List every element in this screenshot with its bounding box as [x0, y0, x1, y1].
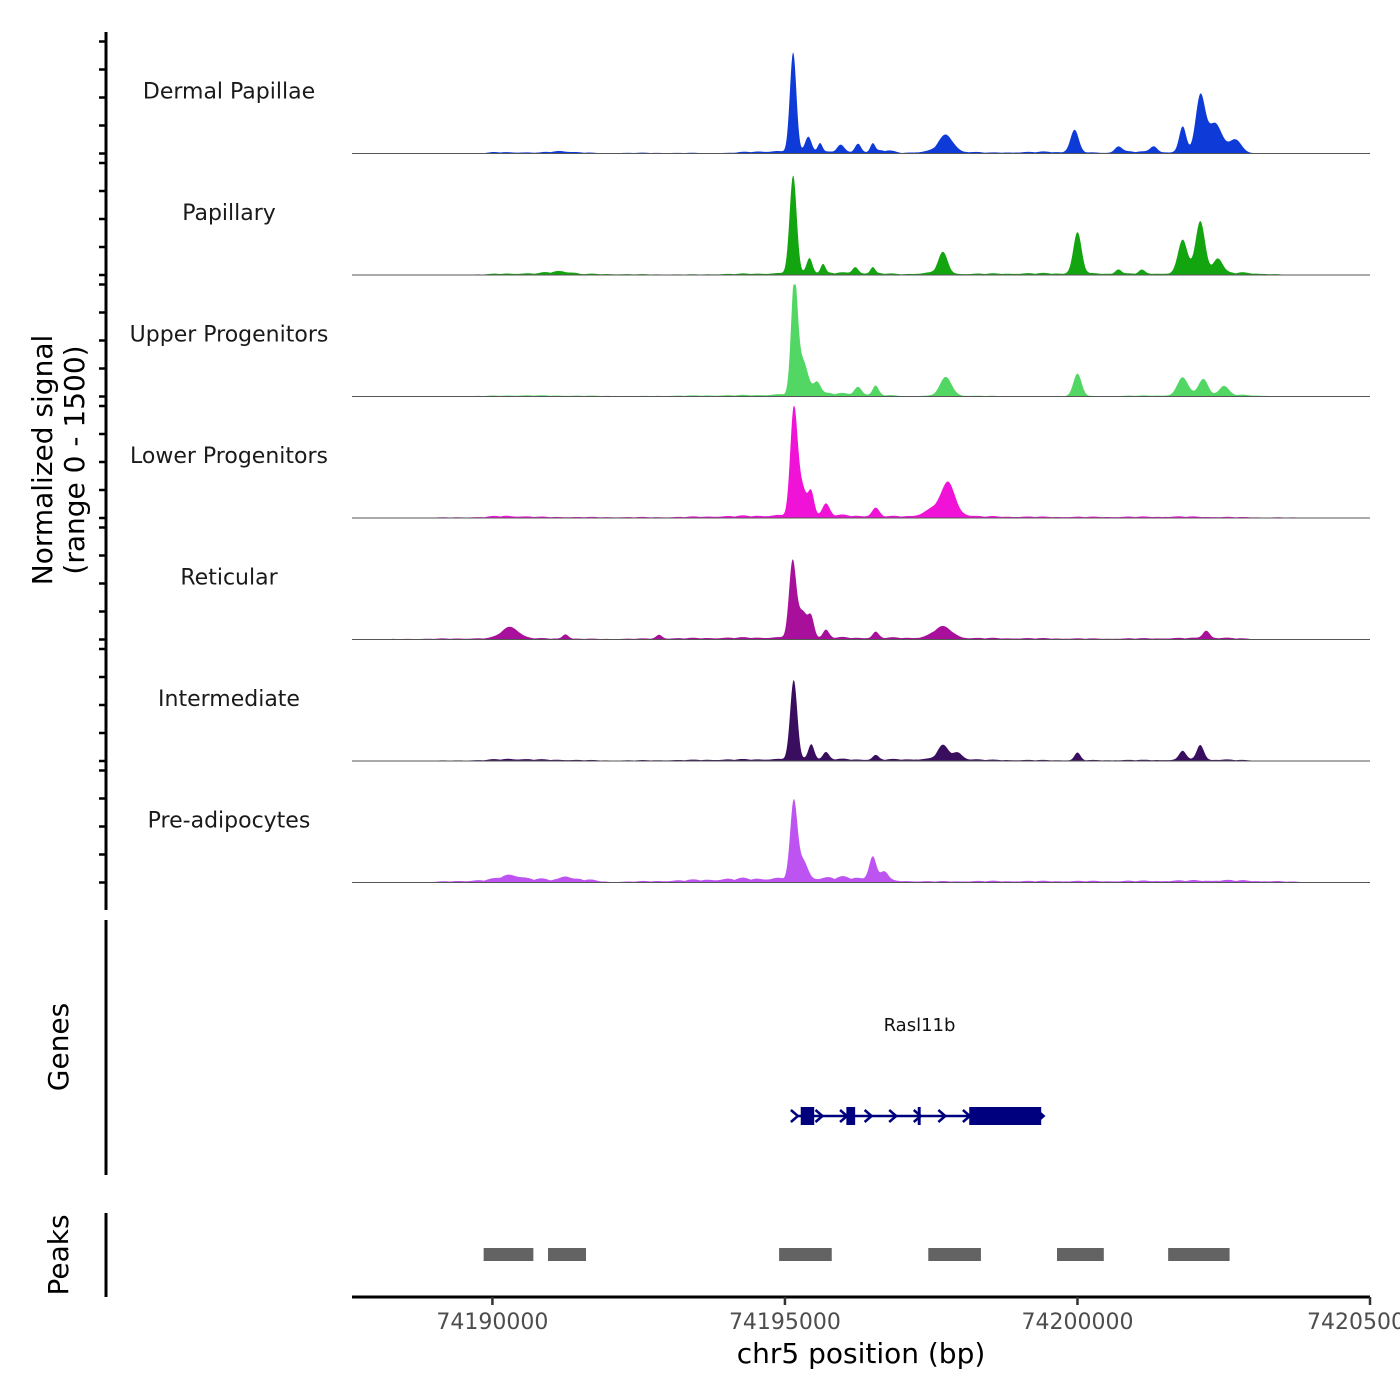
genes-panel: Genes Rasl11b: [42, 920, 1046, 1175]
x-axis-label: chr5 position (bp): [737, 1337, 986, 1370]
track-signal-area: [352, 52, 1370, 154]
track-signal-area: [352, 679, 1370, 761]
track-signal-area: [352, 406, 1370, 518]
peaks-panel: Peaks: [42, 1213, 1230, 1297]
track-upper-progenitors: Upper Progenitors: [130, 284, 1370, 397]
x-axis: 74190000 74195000 74200000 742050000: [352, 1295, 1400, 1335]
gene-exon: [800, 1107, 815, 1125]
strand-arrow: [863, 1109, 874, 1123]
y-axis-range-label: (range 0 - 1500): [58, 345, 91, 574]
strand-arrow: [912, 1109, 923, 1123]
track-pre-adipocytes: Pre-adipocytes: [148, 799, 1370, 883]
track-signal-area: [352, 799, 1370, 883]
peak-region: [779, 1248, 832, 1261]
strand-arrow: [888, 1109, 899, 1123]
x-axis-tick-label: 742050000: [1307, 1310, 1400, 1335]
gene-name-label: Rasl11b: [884, 1015, 956, 1036]
peak-regions: [483, 1248, 1230, 1261]
peak-region: [1056, 1248, 1104, 1261]
peak-region: [928, 1248, 981, 1261]
gene-exon: [917, 1107, 921, 1125]
track-label: Reticular: [180, 566, 278, 591]
peak-region: [483, 1248, 534, 1261]
track-label: Intermediate: [158, 687, 300, 712]
track-reticular: Reticular: [180, 559, 1370, 640]
gene-model: [790, 1107, 1046, 1125]
track-label: Upper Progenitors: [130, 323, 329, 348]
track-dermal-papillae: Dermal Papillae: [143, 52, 1370, 154]
track-signal-area: [352, 559, 1370, 640]
strand-arrow: [790, 1109, 800, 1123]
strand-arrow: [814, 1109, 825, 1123]
x-axis-tick-label: 74200000: [1021, 1310, 1133, 1335]
peaks-panel-label: Peaks: [42, 1214, 75, 1295]
signal-y-axis: [99, 32, 108, 910]
track-signal-area: [352, 175, 1370, 275]
track-signal-area: [352, 284, 1370, 397]
y-axis-label: Normalized signal: [26, 335, 59, 586]
track-papillary: Papillary: [182, 175, 1370, 276]
strand-arrow: [937, 1109, 948, 1123]
peak-region: [547, 1248, 587, 1261]
x-axis-tick-label: 74190000: [436, 1310, 548, 1335]
track-lower-progenitors: Lower Progenitors: [130, 406, 1370, 519]
gene-exon: [969, 1107, 1042, 1125]
x-axis-tick-label: 74195000: [729, 1310, 841, 1335]
genes-panel-label: Genes: [42, 1003, 75, 1091]
track-label: Papillary: [182, 201, 276, 226]
signal-tracks: Dermal Papillae Papillary Upper Progenitor…: [130, 52, 1370, 883]
peak-region: [1168, 1248, 1230, 1261]
track-intermediate: Intermediate: [158, 679, 1370, 762]
gene-exon: [846, 1107, 856, 1125]
track-label: Pre-adipocytes: [148, 809, 311, 834]
track-label: Lower Progenitors: [130, 444, 328, 469]
track-label: Dermal Papillae: [143, 80, 315, 105]
